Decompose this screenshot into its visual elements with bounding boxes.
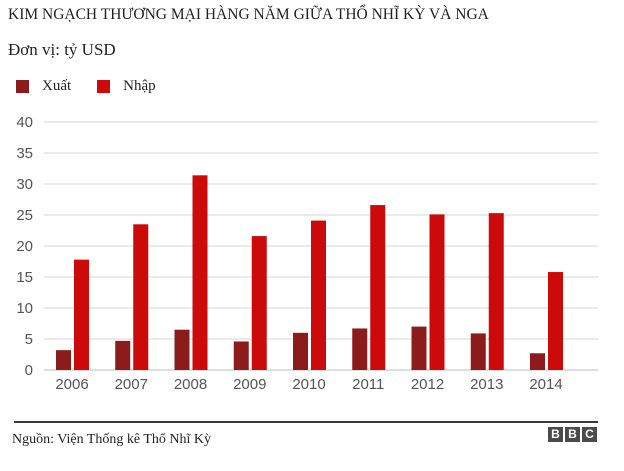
bar-export (293, 332, 308, 370)
bbc-logo-letter: B (548, 427, 563, 442)
footer-divider (14, 421, 598, 423)
y-tick-label: 35 (16, 145, 33, 162)
legend: Xuất Nhập (16, 76, 182, 96)
x-tick-label: 2014 (529, 376, 562, 393)
x-tick-label: 2010 (292, 376, 325, 393)
bbc-logo: B B C (546, 427, 597, 442)
x-tick-label: 2006 (55, 376, 88, 393)
bar-export (174, 329, 190, 370)
bar-import (311, 220, 326, 370)
y-tick-label: 25 (16, 207, 33, 224)
bar-import (251, 236, 267, 370)
y-tick-label: 15 (16, 269, 33, 286)
bbc-logo-letter: C (582, 427, 597, 442)
chart-title: KIM NGẠCH THƯƠNG MẠI HÀNG NĂM GIỮA THỔ N… (8, 6, 489, 23)
y-tick-label: 5 (25, 331, 33, 348)
bar-import (133, 224, 149, 370)
y-tick-label: 30 (16, 176, 33, 193)
x-tick-label: 2008 (174, 376, 207, 393)
x-tick-label: 2011 (352, 376, 384, 393)
bar-import (192, 175, 208, 370)
bar-export (352, 328, 368, 370)
bar-export (411, 326, 427, 370)
x-tick-label: 2007 (115, 376, 148, 393)
legend-item-import: Nhập (97, 78, 156, 95)
y-tick-label: 20 (16, 238, 33, 255)
bar-export (56, 350, 71, 370)
x-tick-label: 2012 (411, 376, 444, 393)
legend-swatch-export (16, 79, 29, 93)
bar-chart: 0 5 10 15 20 25 30 35 40 2006 2007 2008 2009 2010 2011… (16, 114, 598, 393)
y-tick-label: 40 (16, 114, 33, 131)
legend-label-export: Xuất (42, 77, 72, 94)
bar-export (115, 340, 131, 370)
y-tick-label: 0 (25, 362, 33, 379)
bar-import (74, 259, 89, 370)
source-note: Nguồn: Viện Thống kê Thổ Nhĩ Kỳ (12, 432, 212, 447)
bar-import (429, 214, 445, 370)
legend-item-export: Xuất (16, 78, 71, 95)
bar-export (233, 341, 249, 370)
legend-label-import: Nhập (123, 77, 156, 94)
unit-label: Đơn vị: tỷ USD (8, 40, 116, 59)
legend-swatch-import (97, 79, 111, 93)
bar-export (530, 353, 545, 370)
x-tick-label: 2009 (233, 376, 266, 393)
y-tick-label: 10 (16, 300, 33, 317)
x-tick-label: 2013 (470, 376, 503, 393)
bar-import (548, 272, 563, 370)
bar-import (370, 205, 386, 370)
bbc-logo-letter: B (565, 427, 580, 442)
bar-export (470, 333, 486, 370)
bar-import (488, 213, 504, 370)
